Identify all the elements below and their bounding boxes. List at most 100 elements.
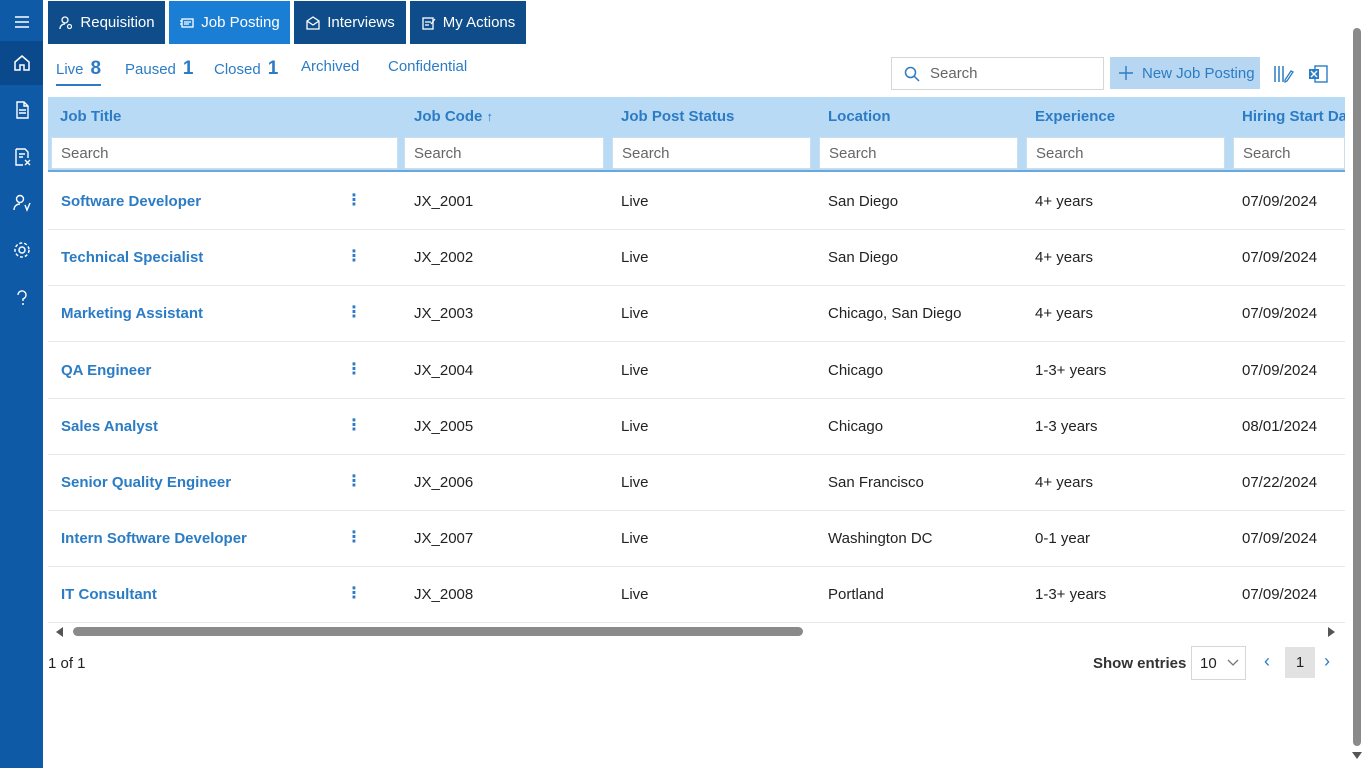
job-title-link[interactable]: IT Consultant — [61, 586, 157, 604]
location-cell: Portland — [828, 586, 884, 604]
job-title-link[interactable]: Technical Specialist — [61, 249, 204, 267]
hiring-start-date-cell: 08/01/2024 — [1242, 417, 1318, 435]
scroll-down-icon[interactable] — [1352, 752, 1362, 759]
search-icon — [904, 66, 920, 82]
table-row[interactable]: Software Developer ⋮ JX_2001 Live San Di… — [48, 174, 1345, 230]
job-code-cell: JX_2001 — [414, 193, 474, 210]
job-title-link[interactable]: QA Engineer — [61, 361, 152, 379]
subtab-closed[interactable]: Closed 1 — [214, 58, 278, 86]
filter-hiring-start-date[interactable]: Search — [1233, 137, 1345, 169]
more-options-icon[interactable]: ⋮ — [346, 416, 362, 434]
subtab-paused[interactable]: Paused 1 — [125, 58, 193, 86]
sort-ascending-icon: ↑ — [486, 109, 494, 124]
job-title-link[interactable]: Software Developer — [61, 193, 202, 210]
status-cell: Live — [621, 417, 649, 435]
column-chooser-icon[interactable] — [1272, 63, 1294, 85]
location-cell: Washington DC — [828, 530, 933, 548]
tab-label: Requisition — [80, 14, 155, 31]
filter-job-code[interactable]: Search — [404, 137, 604, 169]
page-number-button[interactable]: 1 — [1285, 647, 1315, 678]
location-cell: Chicago, San Diego — [828, 305, 962, 323]
tab-job-posting[interactable]: Job Posting — [169, 1, 290, 44]
subtab-count: 1 — [267, 58, 279, 79]
job-title-link[interactable]: Marketing Assistant — [61, 305, 203, 323]
hiring-start-date-cell: 07/09/2024 — [1242, 586, 1318, 604]
grid-header: Job Title Job Code ↑ Job Post Status Loc… — [48, 97, 1345, 172]
job-title-link[interactable]: Senior Quality Engineer — [61, 474, 232, 491]
vertical-scrollbar[interactable] — [1350, 10, 1364, 768]
table-row[interactable]: Intern Software Developer ⋮ JX_2007 Live… — [48, 511, 1345, 568]
column-header-job-title[interactable]: Job Title — [60, 108, 122, 125]
job-posting-grid: Job Title Job Code ↑ Job Post Status Loc… — [48, 97, 1345, 624]
status-cell: Live — [621, 586, 649, 604]
more-options-icon[interactable]: ⋮ — [346, 473, 362, 490]
scroll-right-icon[interactable] — [1328, 627, 1335, 637]
table-row[interactable]: Senior Quality Engineer ⋮ JX_2006 Live S… — [48, 455, 1345, 511]
job-code-cell: JX_2008 — [414, 586, 474, 604]
tab-interviews[interactable]: Interviews — [294, 1, 406, 44]
new-job-posting-button[interactable]: New Job Posting — [1110, 57, 1260, 89]
status-cell: Live — [621, 193, 649, 210]
location-cell: Chicago — [828, 417, 884, 435]
subtab-live[interactable]: Live 8 — [56, 58, 102, 86]
more-options-icon[interactable]: ⋮ — [346, 360, 362, 378]
more-options-icon[interactable]: ⋮ — [346, 529, 362, 547]
experience-cell: 4+ years — [1035, 474, 1093, 491]
job-code-cell: JX_2007 — [414, 530, 474, 548]
horizontal-scroll-thumb[interactable] — [73, 627, 803, 636]
more-options-icon[interactable]: ⋮ — [346, 192, 362, 209]
entries-select[interactable]: 10 — [1191, 646, 1246, 680]
job-code-cell: JX_2006 — [414, 474, 474, 491]
home-icon[interactable] — [0, 41, 43, 85]
job-code-cell: JX_2003 — [414, 305, 474, 323]
scroll-left-icon[interactable] — [56, 627, 63, 637]
help-icon[interactable] — [0, 276, 43, 320]
column-header-hiring-start-date[interactable]: Hiring Start Da — [1242, 108, 1345, 125]
job-title-link[interactable]: Intern Software Developer — [61, 530, 247, 548]
filter-job-post-status[interactable]: Search — [612, 137, 811, 169]
user-settings-icon[interactable] — [0, 181, 43, 225]
hiring-start-date-cell: 07/09/2024 — [1242, 305, 1318, 323]
plus-icon — [1119, 66, 1133, 80]
filter-experience[interactable]: Search — [1026, 137, 1225, 169]
column-header-job-code[interactable]: Job Code ↑ — [414, 108, 494, 125]
filter-location[interactable]: Search — [819, 137, 1018, 169]
table-row[interactable]: Technical Specialist ⋮ JX_2002 Live San … — [48, 230, 1345, 287]
tab-requisition[interactable]: Requisition — [48, 1, 165, 44]
actions-icon — [422, 16, 436, 30]
location-cell: Chicago — [828, 361, 884, 379]
gear-icon[interactable] — [0, 228, 43, 272]
tab-my-actions[interactable]: My Actions — [410, 1, 526, 44]
page-range-text: 1 of 1 — [48, 655, 86, 672]
interviews-icon — [306, 15, 320, 30]
status-cell: Live — [621, 361, 649, 379]
horizontal-scrollbar[interactable] — [48, 624, 1345, 639]
table-row[interactable]: Marketing Assistant ⋮ JX_2003 Live Chica… — [48, 286, 1345, 343]
subtab-label: Paused — [125, 61, 176, 78]
subtab-label: Archived — [301, 58, 360, 75]
document-icon[interactable] — [0, 88, 43, 132]
column-header-job-post-status[interactable]: Job Post Status — [621, 108, 735, 125]
subtab-confidential[interactable]: Confidential — [388, 58, 467, 86]
column-header-location[interactable]: Location — [828, 108, 891, 125]
previous-page-icon[interactable]: ‹ — [1264, 651, 1270, 671]
vertical-scroll-thumb[interactable] — [1353, 28, 1361, 746]
excel-export-icon[interactable] — [1307, 63, 1329, 85]
status-cell: Live — [621, 305, 649, 323]
more-options-icon[interactable]: ⋮ — [346, 248, 362, 266]
subtab-archived[interactable]: Archived — [301, 58, 359, 86]
location-cell: San Diego — [828, 249, 899, 267]
more-options-icon[interactable]: ⋮ — [346, 585, 362, 603]
column-header-experience[interactable]: Experience — [1035, 108, 1116, 125]
search-input[interactable]: Search — [891, 57, 1104, 90]
tab-label: My Actions — [442, 14, 516, 31]
filter-job-title[interactable]: Search — [51, 137, 398, 169]
job-title-link[interactable]: Sales Analyst — [61, 417, 158, 435]
more-options-icon[interactable]: ⋮ — [346, 304, 362, 322]
table-row[interactable]: QA Engineer ⋮ JX_2004 Live Chicago 1-3+ … — [48, 343, 1345, 399]
table-row[interactable]: IT Consultant ⋮ JX_2008 Live Portland 1-… — [48, 567, 1345, 624]
table-row[interactable]: Sales Analyst ⋮ JX_2005 Live Chicago 1-3… — [48, 399, 1345, 455]
document-cancel-icon[interactable] — [0, 135, 43, 179]
menu-icon[interactable] — [0, 0, 43, 44]
next-page-icon[interactable]: › — [1324, 651, 1330, 671]
